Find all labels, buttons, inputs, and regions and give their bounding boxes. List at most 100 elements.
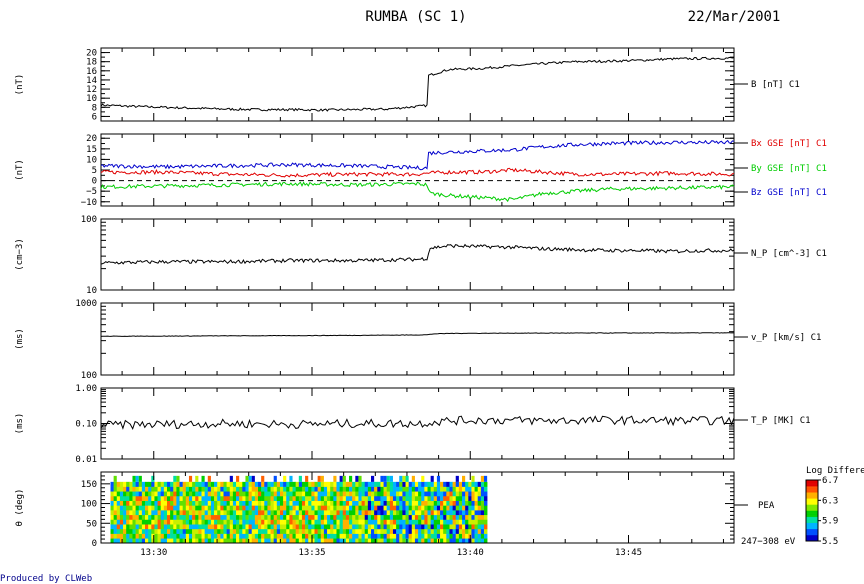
heatmap-cell	[182, 514, 187, 520]
heatmap-cell	[192, 495, 196, 501]
y-tick-label: 12	[86, 85, 97, 95]
heatmap-cell	[182, 538, 187, 544]
heatmap-cell	[330, 528, 334, 534]
heatmap-cell	[330, 486, 334, 492]
heatmap-cell	[132, 505, 136, 511]
heatmap-cell	[204, 510, 209, 516]
heatmap-cell	[380, 510, 384, 516]
heatmap-cell	[333, 481, 337, 487]
heatmap-cell	[462, 481, 466, 487]
heatmap-cell	[320, 519, 325, 525]
heatmap-cell	[267, 533, 271, 539]
heatmap-cell	[264, 514, 268, 520]
heatmap-cell	[145, 486, 149, 492]
heatmap-cell	[135, 481, 140, 487]
heatmap-cell	[151, 481, 155, 487]
heatmap-cell	[129, 505, 133, 511]
heatmap-cell	[402, 491, 406, 497]
series-line-b-0	[100, 56, 735, 112]
heatmap-cell	[389, 475, 393, 482]
heatmap-cell	[386, 486, 391, 492]
heatmap-cell	[449, 524, 453, 530]
heatmap-cell	[226, 505, 231, 511]
heatmap-cell	[443, 486, 447, 492]
heatmap-cell	[232, 510, 237, 516]
colorbar-tick-label: 6.3	[822, 496, 838, 506]
heatmap-cell	[462, 514, 466, 520]
heatmap-cell	[483, 475, 488, 482]
heatmap-cell	[217, 495, 221, 501]
heatmap-cell	[141, 495, 146, 501]
heatmap-cell	[336, 510, 340, 516]
heatmap-cell	[455, 475, 459, 482]
heatmap-cell	[333, 505, 337, 511]
heatmap-cell	[308, 495, 312, 501]
heatmap-cell	[367, 491, 372, 497]
heatmap-cell	[210, 514, 215, 520]
heatmap-cell	[336, 491, 340, 497]
heatmap-cell	[210, 519, 215, 525]
heatmap-cell	[349, 538, 353, 544]
heatmap-cell	[113, 528, 118, 534]
heatmap-cell	[314, 533, 318, 539]
heatmap-cell	[279, 500, 284, 506]
heatmap-cell	[170, 519, 174, 525]
heatmap-cell	[333, 491, 337, 497]
heatmap-cell	[185, 505, 190, 511]
heatmap-cell	[418, 519, 422, 525]
heatmap-cell	[220, 495, 224, 501]
heatmap-cell	[424, 528, 428, 534]
heatmap-cell	[462, 505, 466, 511]
heatmap-cell	[145, 481, 149, 487]
heatmap-cell	[355, 491, 359, 497]
heatmap-cell	[110, 538, 114, 544]
heatmap-cell	[173, 519, 177, 525]
heatmap-cell	[129, 495, 133, 501]
heatmap-cell	[214, 519, 218, 525]
heatmap-cell	[116, 491, 121, 497]
heatmap-cell	[135, 524, 140, 530]
heatmap-cell	[289, 524, 293, 530]
heatmap-cell	[374, 500, 378, 506]
heatmap-cell	[301, 495, 306, 501]
heatmap-cell	[333, 500, 337, 506]
heatmap-cell	[141, 514, 146, 520]
heatmap-cell	[421, 524, 425, 530]
heatmap-cell	[292, 486, 296, 492]
heatmap-cell	[477, 533, 482, 539]
heatmap-cell	[223, 505, 227, 511]
colorbar-segment	[806, 528, 818, 531]
colorbar-segment	[806, 495, 818, 498]
heatmap-cell	[201, 514, 205, 520]
heatmap-cell	[195, 533, 199, 539]
footer-credit: Produced by CLWeb	[0, 574, 92, 584]
colorbar-segment	[806, 527, 818, 530]
heatmap-cell	[283, 524, 287, 530]
heatmap-cell	[188, 500, 193, 506]
heatmap-cell	[207, 528, 212, 534]
heatmap-cell	[207, 495, 212, 501]
heatmap-cell	[239, 538, 243, 544]
colorbar-segment	[806, 510, 818, 513]
heatmap-cell	[333, 524, 337, 530]
heatmap-cell	[135, 538, 140, 544]
heatmap-cell	[261, 495, 265, 501]
heatmap-cell	[327, 538, 331, 544]
heatmap-cell	[236, 495, 240, 501]
heatmap-cell	[138, 510, 143, 516]
heatmap-cell	[371, 524, 375, 530]
colorbar-segment	[806, 518, 818, 520]
heatmap-cell	[452, 533, 457, 539]
heatmap-cell	[110, 514, 114, 520]
heatmap-cell	[320, 533, 325, 539]
heatmap-cell	[289, 475, 293, 482]
heatmap-cell	[220, 505, 224, 511]
heatmap-cell	[154, 481, 158, 487]
heatmap-cell	[135, 500, 140, 506]
heatmap-cell	[273, 524, 278, 530]
heatmap-cell	[421, 528, 425, 534]
heatmap-cell	[367, 524, 372, 530]
heatmap-cell	[320, 500, 325, 506]
heatmap-cell	[452, 486, 457, 492]
